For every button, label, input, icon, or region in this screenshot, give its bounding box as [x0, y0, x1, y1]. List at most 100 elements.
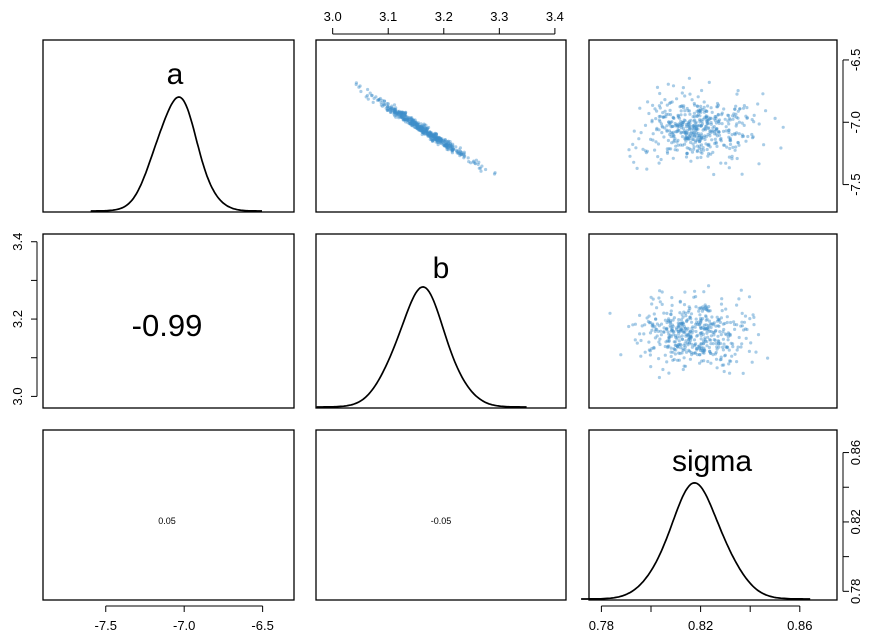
- scatter-point: [695, 138, 700, 142]
- scatter-point: [411, 119, 415, 124]
- scatter-point: [672, 134, 676, 138]
- corr-value-b-sigma: -0.05: [431, 516, 452, 526]
- scatter-point: [420, 124, 424, 128]
- scatter-point: [427, 131, 432, 135]
- scatter-point: [385, 108, 389, 112]
- scatter-point: [699, 318, 703, 322]
- scatter-point: [728, 332, 732, 337]
- scatter-point: [423, 128, 427, 132]
- scatter-point: [399, 110, 403, 115]
- scatter-point: [658, 300, 662, 304]
- scatter-point: [390, 107, 394, 111]
- scatter-point: [679, 109, 683, 113]
- scatter-point: [388, 107, 392, 112]
- scatter-point: [424, 131, 428, 135]
- scatter-point: [702, 127, 706, 131]
- scatter-point: [745, 327, 749, 332]
- scatter-point: [658, 91, 662, 96]
- scatter-point: [703, 108, 707, 113]
- scatter-point: [700, 345, 704, 349]
- scatter-point: [722, 327, 726, 332]
- scatter-point: [449, 142, 453, 146]
- scatter-point: [671, 350, 675, 354]
- scatter-point: [735, 360, 739, 364]
- scatter-point: [411, 120, 415, 124]
- scatter-point: [403, 118, 407, 122]
- scatter-point: [651, 297, 655, 301]
- scatter-point: [441, 138, 446, 142]
- scatter-point: [722, 369, 726, 374]
- scatter-point: [444, 142, 448, 147]
- scatter-point: [757, 122, 761, 126]
- scatter-point: [434, 135, 438, 139]
- scatter-point: [682, 310, 686, 314]
- scatter-point: [386, 107, 390, 111]
- scatter-point: [436, 140, 440, 145]
- scatter-point: [473, 161, 477, 165]
- scatter-point: [718, 137, 723, 142]
- scatter-point: [713, 141, 717, 146]
- scatter-point: [442, 144, 446, 148]
- scatter-point: [728, 138, 732, 142]
- scatter-point: [732, 112, 736, 116]
- scatter-point: [393, 107, 397, 111]
- scatter-point: [705, 109, 709, 113]
- scatter-point: [401, 116, 405, 120]
- scatter-point: [735, 92, 739, 96]
- scatter-point: [396, 109, 400, 113]
- scatter-point: [419, 125, 423, 129]
- scatter-point: [691, 126, 695, 130]
- scatter-point: [682, 118, 686, 122]
- scatter-point: [399, 112, 403, 116]
- scatter-point: [377, 97, 381, 102]
- y-axis-a-right-tick-label: -6.5: [848, 49, 863, 71]
- scatter-point: [702, 348, 706, 352]
- scatter-point: [687, 305, 691, 309]
- scatter-point: [683, 137, 687, 141]
- scatter-point: [744, 336, 748, 340]
- scatter-point: [687, 335, 691, 339]
- scatter-point: [406, 117, 410, 121]
- scatter-point: [717, 342, 721, 346]
- scatter-point: [719, 316, 724, 320]
- scatter-point: [665, 124, 669, 128]
- scatter-point: [720, 113, 724, 117]
- scatter-point: [699, 143, 704, 147]
- scatter-point: [715, 134, 719, 138]
- scatter-point: [736, 109, 740, 113]
- scatter-point: [735, 131, 739, 135]
- scatter-point: [416, 127, 420, 131]
- scatter-point: [715, 144, 719, 148]
- scatter-point: [716, 113, 720, 117]
- scatter-point: [669, 120, 673, 124]
- scatter-point: [417, 125, 421, 129]
- scatter-point: [421, 129, 425, 133]
- scatter-point: [704, 318, 708, 322]
- scatter-point: [688, 315, 692, 319]
- scatter-point: [676, 329, 680, 333]
- scatter-point: [684, 339, 688, 343]
- panel-frame-r2-c0: [42, 429, 295, 601]
- scatter-point: [416, 124, 420, 128]
- scatter-point: [740, 320, 744, 324]
- scatter-point: [698, 144, 702, 148]
- scatter-point: [733, 352, 737, 356]
- scatter-point: [382, 103, 386, 107]
- scatter-point: [728, 333, 732, 338]
- scatter-point: [669, 354, 673, 359]
- scatter-point: [406, 119, 410, 123]
- scatter-point: [445, 143, 449, 147]
- scatter-point: [693, 351, 697, 355]
- scatter-point: [685, 137, 689, 141]
- scatter-point: [690, 98, 694, 102]
- scatter-point: [443, 139, 447, 143]
- scatter-point: [733, 107, 737, 111]
- scatter-point: [408, 122, 412, 126]
- scatter-point: [675, 335, 679, 339]
- scatter-point: [688, 112, 692, 116]
- scatter-point: [702, 349, 706, 353]
- scatter-point: [452, 147, 456, 151]
- scatter-point: [443, 144, 447, 148]
- scatter-point: [681, 348, 685, 352]
- scatter-point: [422, 125, 426, 129]
